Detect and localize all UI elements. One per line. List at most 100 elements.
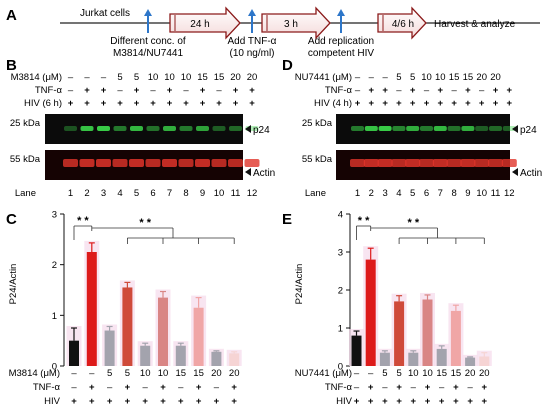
bar [422,299,433,366]
blot-cell: – [424,85,430,96]
blot-cell: + [438,85,444,96]
blot-cell: 15 [463,72,474,83]
actin-band [162,159,177,167]
p24-band [212,126,226,131]
blot-b-p24-label: p24 [253,125,270,136]
blot-b-lane-label: Lane [15,188,36,199]
blot-cell: + [410,98,416,109]
condition-cell: 15 [193,368,204,379]
lane-number: 2 [369,188,374,199]
chart-e-row3-label: HIV [336,396,353,407]
blot-b-p24-pointer [245,125,251,133]
actin-band [145,159,161,167]
blot-cell: + [200,85,206,96]
condition-cell: 5 [125,368,130,379]
blot-cell: 10 [181,72,192,83]
p24-band [364,126,378,131]
condition-cell: + [178,396,184,407]
bar [86,252,97,366]
bar [365,259,376,366]
blot-cell: – [68,72,74,83]
time-arrow-2-label: 3 h [284,19,298,30]
blot-b-tnf-label: TNF-α [35,85,63,96]
blot-d-lane-label: Lane [305,188,326,199]
bar [211,351,222,366]
lane-number: 7 [167,188,172,199]
lane-number: 9 [465,188,470,199]
blot-cell: 10 [421,72,432,83]
condition-cell: + [411,396,417,407]
blot-d-actin-label: Actin [520,168,542,179]
chart-c-row1-label: M3814 (μM) [9,368,60,379]
blot-cell: 15 [449,72,460,83]
actin-band [419,159,434,167]
blot-d-actin-bands [350,159,517,167]
blot-cell: 5 [117,72,122,83]
actin-band [350,159,365,167]
panel-a-schematic: A Jurkat cells Different conc. of M3814/… [6,6,540,59]
blot-cell: 15 [214,72,225,83]
time-arrow-1 [169,6,241,40]
blot-cell: 15 [197,72,208,83]
step-hiv-line2: competent HIV [308,48,374,59]
time-arrow-3-label: 4/6 h [392,19,414,30]
actin-band [377,159,393,167]
blot-cell: + [167,85,173,96]
blot-d-p24-pointer [512,125,518,133]
condition-cell: + [354,396,360,407]
lane-number: 11 [491,188,501,199]
condition-cell: + [467,396,473,407]
actin-band [405,159,421,167]
actin-band [446,159,462,167]
p24-band [433,126,447,131]
blot-b-actin-bands [63,159,260,167]
lane-number: 6 [424,188,429,199]
blot-b-treatment-values: – – –5 5 10 10 10 15 15 20 20 [68,72,257,83]
y-tick-label: 1 [338,324,343,335]
lane-number: 7 [438,188,443,199]
step-tnf-line1: Add TNF-α [228,36,277,47]
blot-cell: + [68,98,74,109]
blot-cell: – [68,85,74,96]
condition-cell: + [425,396,431,407]
condition-cell: + [396,396,402,407]
sig-stars: * * [358,215,370,227]
blot-d-treatment-label: NU7441 (μM) [295,72,352,83]
condition-cell: + [425,382,431,393]
chart-c-row2-label: TNF-α [33,382,61,393]
blot-cell: – [150,85,156,96]
condition-cell: + [107,396,113,407]
blot-cell: + [369,85,375,96]
condition-cell: + [71,396,77,407]
sig-stars: * * [139,217,151,229]
blot-cell: + [382,85,388,96]
blot-cell: 5 [410,72,415,83]
condition-cell: – [71,382,77,393]
blot-cell: + [134,85,140,96]
lane-number: 4 [117,188,122,199]
blot-cell: – [84,72,90,83]
blot-cell: – [396,85,402,96]
step-drug-line2: M3814/NU7441 [113,48,183,59]
condition-cell: + [196,382,202,393]
condition-cell: + [482,396,488,407]
panel-d-blot: D NU7441 (μM) TNF-α HIV (4 h) – – –5 5 10 10 1… [282,57,542,199]
blot-cell: + [493,98,499,109]
blot-cell: – [101,72,107,83]
condition-cell: – [354,382,360,393]
p24-band [378,126,392,131]
condition-cell: 10 [158,368,169,379]
blot-b-actin-label: Actin [253,168,275,179]
actin-band [129,159,144,167]
blot-cell: 10 [164,72,175,83]
blot-d-hiv-label: HIV (4 h) [314,98,352,109]
blot-cell: + [150,98,156,109]
blot-cell: + [117,98,123,109]
blot-b-hiv-label: HIV (6 h) [24,98,62,109]
chart-c-ylabel: P24/Actin [8,264,19,305]
blot-d-hiv-values: + + + + + + + + + + + + [355,98,513,109]
chart-e-row1-label: NU7441 (μM) [295,368,352,379]
condition-cell: + [214,396,220,407]
y-tick-label: 3 [52,210,57,221]
